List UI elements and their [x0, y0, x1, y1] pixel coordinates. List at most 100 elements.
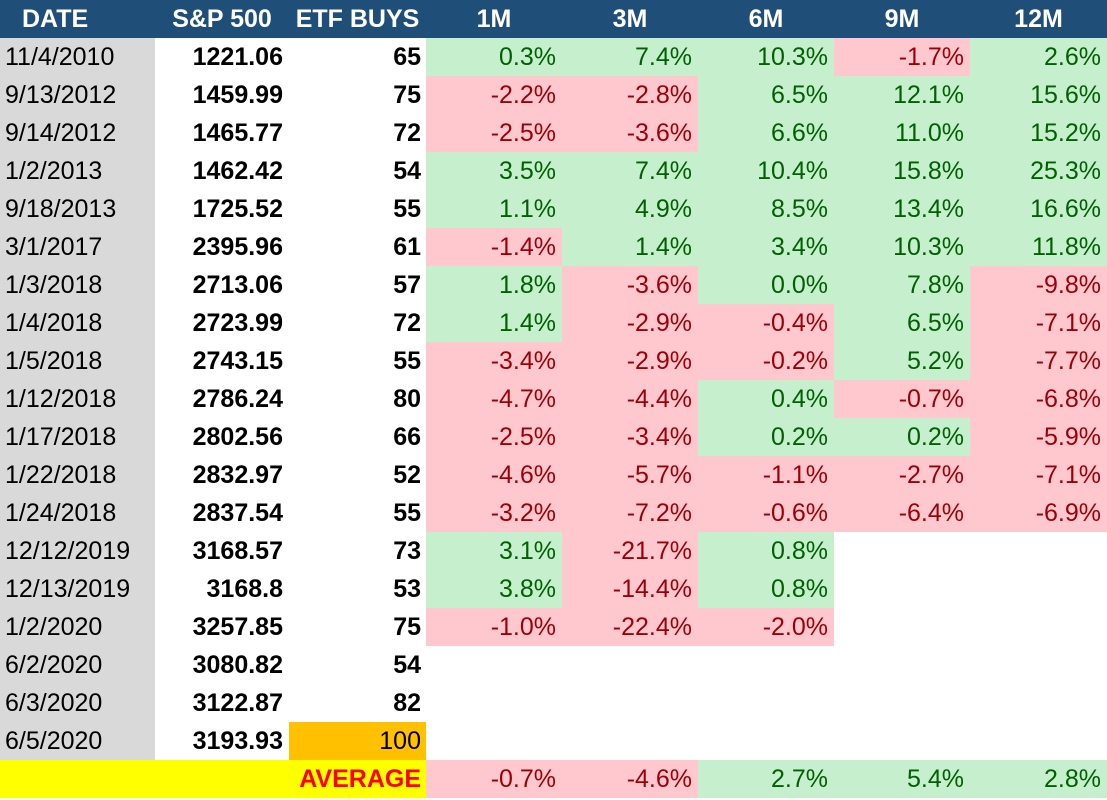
return-1m-cell: -4.6%	[426, 456, 562, 494]
table-row: 9/14/2012 1465.77 72 -2.5% -3.6% 6.6% 11.0% 15.…	[0, 114, 1107, 152]
date-cell: 6/2/2020	[0, 646, 155, 684]
return-9m-cell: -0.7%	[834, 380, 970, 418]
return-6m-cell: 10.3%	[698, 38, 834, 76]
return-9m-cell: -6.4%	[834, 494, 970, 532]
average-1m-cell: -0.7%	[426, 760, 562, 798]
return-9m-cell: 6.5%	[834, 304, 970, 342]
etf-buys-cell: 73	[289, 532, 426, 570]
average-fill-cell	[0, 760, 155, 798]
date-cell: 1/22/2018	[0, 456, 155, 494]
return-6m-cell: -2.0%	[698, 608, 834, 646]
table-row: 1/17/2018 2802.56 66 -2.5% -3.4% 0.2% 0.2% -5.9…	[0, 418, 1107, 456]
date-cell: 9/18/2013	[0, 190, 155, 228]
return-9m-cell: 11.0%	[834, 114, 970, 152]
return-9m-cell: -1.7%	[834, 38, 970, 76]
return-12m-cell: -7.1%	[970, 304, 1107, 342]
return-3m-cell: 1.4%	[562, 228, 698, 266]
average-9m-cell: 5.4%	[834, 760, 970, 798]
date-cell: 6/3/2020	[0, 684, 155, 722]
return-6m-cell: 0.8%	[698, 532, 834, 570]
return-9m-cell	[834, 570, 970, 608]
etf-buys-cell: 82	[289, 684, 426, 722]
table-row: 1/5/2018 2743.15 55 -3.4% -2.9% -0.2% 5.2% -7.7…	[0, 342, 1107, 380]
date-cell: 1/12/2018	[0, 380, 155, 418]
sp500-cell: 3168.8	[155, 570, 289, 608]
return-3m-cell: -22.4%	[562, 608, 698, 646]
etf-buys-cell: 72	[289, 114, 426, 152]
return-9m-cell: -2.7%	[834, 456, 970, 494]
return-9m-cell	[834, 646, 970, 684]
return-12m-cell	[970, 684, 1107, 722]
etf-buys-cell: 53	[289, 570, 426, 608]
return-3m-cell	[562, 722, 698, 760]
date-cell: 9/14/2012	[0, 114, 155, 152]
sp500-cell: 2802.56	[155, 418, 289, 456]
sp500-cell: 1465.77	[155, 114, 289, 152]
return-1m-cell: -3.4%	[426, 342, 562, 380]
return-6m-cell	[698, 646, 834, 684]
sp500-cell: 2832.97	[155, 456, 289, 494]
etf-buys-cell: 75	[289, 608, 426, 646]
return-6m-cell: 10.4%	[698, 152, 834, 190]
return-9m-cell: 0.2%	[834, 418, 970, 456]
return-6m-cell: 6.5%	[698, 76, 834, 114]
return-3m-cell: -2.9%	[562, 304, 698, 342]
return-6m-cell: 0.2%	[698, 418, 834, 456]
return-3m-cell: -2.9%	[562, 342, 698, 380]
table-row: 1/3/2018 2713.06 57 1.8% -3.6% 0.0% 7.8% -9.8%	[0, 266, 1107, 304]
return-6m-cell: -0.2%	[698, 342, 834, 380]
return-12m-cell: 15.6%	[970, 76, 1107, 114]
return-9m-cell	[834, 532, 970, 570]
return-6m-cell	[698, 722, 834, 760]
return-3m-cell: -7.2%	[562, 494, 698, 532]
sp500-cell: 2395.96	[155, 228, 289, 266]
return-1m-cell: -3.2%	[426, 494, 562, 532]
date-cell: 3/1/2017	[0, 228, 155, 266]
return-12m-cell	[970, 532, 1107, 570]
return-1m-cell	[426, 684, 562, 722]
etf-buys-cell: 55	[289, 342, 426, 380]
date-cell: 1/17/2018	[0, 418, 155, 456]
average-label: AVERAGE	[289, 760, 426, 798]
column-header-0: DATE	[0, 0, 155, 38]
return-1m-cell: -1.0%	[426, 608, 562, 646]
return-3m-cell: -21.7%	[562, 532, 698, 570]
date-cell: 1/4/2018	[0, 304, 155, 342]
etf-buys-cell: 54	[289, 646, 426, 684]
average-12m-cell: 2.8%	[970, 760, 1107, 798]
return-9m-cell	[834, 608, 970, 646]
return-1m-cell: -2.2%	[426, 76, 562, 114]
average-row: AVERAGE -0.7% -4.6% 2.7% 5.4% 2.8%	[0, 760, 1107, 798]
date-cell: 1/24/2018	[0, 494, 155, 532]
column-header-3: 1M	[426, 0, 562, 38]
return-12m-cell	[970, 570, 1107, 608]
header-row: DATE S&P 500 ETF BUYS 1M 3M 6M 9M 12M	[0, 0, 1107, 38]
return-12m-cell: -6.9%	[970, 494, 1107, 532]
return-3m-cell: -14.4%	[562, 570, 698, 608]
date-cell: 1/3/2018	[0, 266, 155, 304]
etf-buys-cell: 55	[289, 190, 426, 228]
return-6m-cell: 8.5%	[698, 190, 834, 228]
return-9m-cell	[834, 722, 970, 760]
return-1m-cell: 3.8%	[426, 570, 562, 608]
return-12m-cell: 2.6%	[970, 38, 1107, 76]
date-cell: 6/5/2020	[0, 722, 155, 760]
return-1m-cell: 3.5%	[426, 152, 562, 190]
etf-buys-cell: 55	[289, 494, 426, 532]
sp500-cell: 2837.54	[155, 494, 289, 532]
return-12m-cell: 11.8%	[970, 228, 1107, 266]
table-row: 6/5/2020 3193.93 100	[0, 722, 1107, 760]
return-12m-cell: -6.8%	[970, 380, 1107, 418]
column-header-1: S&P 500	[155, 0, 289, 38]
return-1m-cell: -4.7%	[426, 380, 562, 418]
return-12m-cell: 15.2%	[970, 114, 1107, 152]
etf-buys-cell: 65	[289, 38, 426, 76]
return-1m-cell: 1.8%	[426, 266, 562, 304]
table-row: 11/4/2010 1221.06 65 0.3% 7.4% 10.3% -1.7% 2.6%	[0, 38, 1107, 76]
return-9m-cell: 5.2%	[834, 342, 970, 380]
return-6m-cell: -1.1%	[698, 456, 834, 494]
table-row: 1/2/2020 3257.85 75 -1.0% -22.4% -2.0%	[0, 608, 1107, 646]
return-3m-cell: 7.4%	[562, 152, 698, 190]
return-6m-cell: 3.4%	[698, 228, 834, 266]
